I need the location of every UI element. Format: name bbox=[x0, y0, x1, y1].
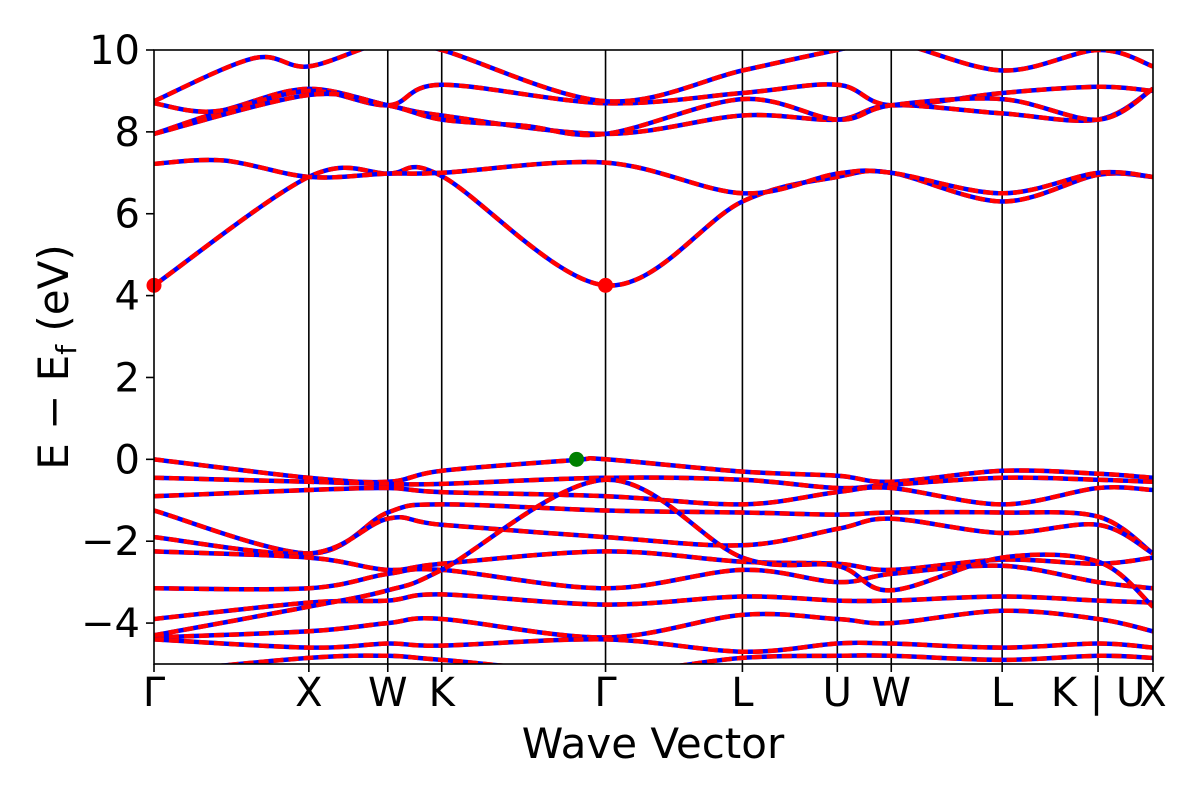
y-axis-label-subscript: f bbox=[50, 344, 83, 355]
y-tick-label: 6 bbox=[115, 192, 140, 238]
x-tick-label: W bbox=[871, 670, 911, 716]
vbm-marker bbox=[569, 451, 585, 467]
band-15-spin-down bbox=[154, 637, 1153, 654]
band-9-spin-down bbox=[154, 502, 1153, 556]
band-10-spin-down bbox=[154, 514, 1153, 557]
y-axis-ticks: −4 −2 0 2 4 6 8 10 bbox=[81, 28, 154, 647]
kpoint-divider-lines bbox=[308, 50, 1099, 664]
band-10-spin-up bbox=[154, 514, 1153, 557]
band-11-spin-down bbox=[154, 549, 1153, 573]
band-0-spin-down bbox=[154, 164, 1153, 288]
y-tick-label: 4 bbox=[115, 274, 140, 320]
x-tick-label: X bbox=[295, 670, 322, 716]
x-axis-label: Wave Vector bbox=[522, 719, 785, 768]
x-tick-label: L bbox=[991, 670, 1014, 716]
y-axis-label-main: E − E bbox=[29, 355, 78, 470]
y-tick-label: 0 bbox=[115, 437, 140, 483]
band-2-spin-down bbox=[154, 86, 1153, 137]
x-tick-label: Γ bbox=[143, 670, 166, 716]
band-16-spin-down bbox=[215, 653, 1153, 664]
cbm-marker bbox=[598, 277, 614, 293]
band-4-spin-up bbox=[154, 50, 1153, 104]
plot-frame bbox=[153, 49, 1154, 665]
x-tick-label: U bbox=[823, 670, 852, 716]
x-tick-label: K bbox=[429, 670, 457, 716]
band-8-spin-down bbox=[154, 485, 1153, 507]
x-tick-label: L bbox=[731, 670, 754, 716]
band-3-spin-down bbox=[154, 82, 1153, 114]
band-14-spin-down bbox=[154, 608, 1153, 640]
x-tick-label: Γ bbox=[594, 670, 617, 716]
y-tick-label: −2 bbox=[81, 519, 140, 565]
band-17-spin-down bbox=[154, 477, 1153, 638]
band-5-spin-down bbox=[154, 86, 1153, 138]
band-12-spin-down bbox=[154, 563, 1153, 592]
y-tick-label: 2 bbox=[115, 355, 140, 401]
y-tick-label: −4 bbox=[81, 601, 140, 647]
y-tick-label: 8 bbox=[115, 110, 140, 156]
y-tick-label: 10 bbox=[89, 28, 140, 74]
band-lines bbox=[154, 50, 1153, 664]
y-axis-label-unit: (eV) bbox=[29, 244, 78, 345]
x-tick-label: K | U bbox=[1051, 670, 1145, 716]
x-tick-label: X bbox=[1139, 670, 1166, 716]
band-1-spin-down bbox=[154, 157, 1153, 196]
y-axis-label: E − Ef (eV) bbox=[29, 244, 83, 470]
band-edge-markers bbox=[146, 277, 614, 467]
band-7-spin-down bbox=[154, 475, 1153, 491]
x-tick-label: W bbox=[368, 670, 408, 716]
band-13-spin-down bbox=[154, 592, 1153, 622]
